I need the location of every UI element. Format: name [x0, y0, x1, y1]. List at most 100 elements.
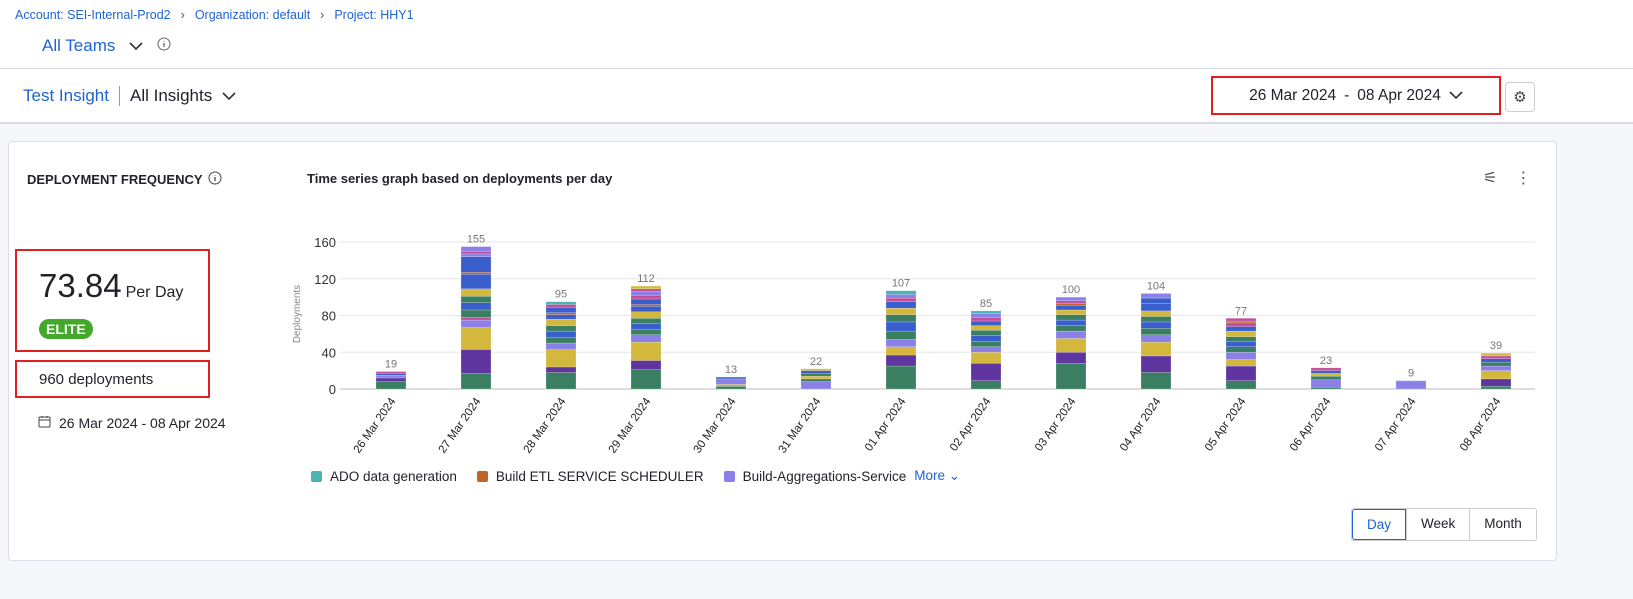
filter-sliders-icon[interactable]: ⚟ [1483, 170, 1498, 187]
bar-segment [1225, 352, 1257, 360]
date-start: 26 Mar 2024 [1249, 86, 1337, 104]
bar-segment [460, 288, 492, 297]
chevron-down-icon[interactable] [222, 86, 236, 106]
y-tick-label: 80 [322, 309, 336, 324]
granularity-day[interactable]: Day [1352, 509, 1407, 540]
date-range-picker[interactable]: 26 Mar 2024 - 08 Apr 2024 [1211, 76, 1501, 115]
bar-segment [1225, 341, 1257, 347]
bar-segment [1310, 379, 1342, 388]
metric-unit: Per Day [125, 284, 184, 301]
bar-segment [1140, 293, 1172, 299]
bar-segment [885, 290, 917, 295]
bar-segment [1140, 297, 1172, 304]
breadcrumb-project[interactable]: Project: HHY1 [334, 8, 414, 22]
divider [0, 68, 1633, 69]
y-axis-label: Deployments [292, 285, 303, 343]
granularity-week[interactable]: Week [1406, 509, 1469, 540]
bar-segment [1140, 303, 1172, 312]
bar-segment [1140, 341, 1172, 357]
bar-segment [460, 246, 492, 252]
bar-segment [630, 311, 662, 319]
data-label: 13 [725, 364, 737, 376]
y-tick-label: 160 [314, 235, 336, 250]
chevron-down-icon [1449, 87, 1463, 105]
bar-segment [1055, 325, 1087, 332]
chevron-down-icon[interactable] [129, 36, 143, 56]
bar-segment [970, 329, 1002, 336]
info-icon[interactable] [208, 171, 222, 188]
bar-segment [970, 335, 1002, 342]
info-icon[interactable] [157, 36, 171, 56]
bar-segment [800, 368, 832, 371]
breadcrumb-account[interactable]: Account: SEI-Internal-Prod2 [15, 8, 171, 22]
bar-segment [970, 352, 1002, 364]
legend-more-button[interactable]: More ⌄ [914, 468, 960, 484]
data-label: 95 [555, 289, 567, 301]
legend-label: Build-Aggregations-Service [742, 468, 907, 484]
data-label: 155 [467, 234, 485, 246]
bar-segment [630, 295, 662, 300]
bar-segment [460, 309, 492, 318]
bar-segment [630, 304, 662, 307]
bar-segment [1140, 321, 1172, 329]
bar-segment [885, 301, 917, 309]
metric-number: 73.84 [39, 267, 122, 304]
bar-segment [800, 373, 832, 377]
y-tick-label: 120 [314, 272, 336, 287]
bar-segment [1140, 328, 1172, 335]
bar-segment [1225, 318, 1257, 322]
data-label: 23 [1320, 355, 1332, 367]
bar-segment [630, 323, 662, 330]
bar-segment [1480, 386, 1512, 390]
team-selector[interactable]: All Teams [42, 36, 171, 56]
bar-segment [970, 313, 1002, 318]
bar-segment [1055, 338, 1087, 353]
bar-segment [630, 369, 662, 390]
insight-selector[interactable]: All Insights [130, 86, 213, 105]
metric-box: 73.84 Per Day ELITE [15, 249, 210, 352]
breadcrumb-organization[interactable]: Organization: default [194, 8, 311, 22]
bar-segment [885, 354, 917, 367]
bar-segment [1055, 300, 1087, 304]
bar-segment [630, 291, 662, 296]
data-label: 104 [1147, 280, 1165, 292]
legend-item[interactable]: Build ETL SERVICE SCHEDULER [476, 469, 704, 484]
legend-item[interactable]: Build-Aggregations-Service [723, 468, 907, 484]
settings-button[interactable]: ⚙ [1505, 82, 1535, 112]
bar-segment [1140, 310, 1172, 317]
bar-segment [375, 375, 407, 379]
bar-segment [970, 325, 1002, 331]
bar-segment [1225, 365, 1257, 381]
bar-segment [375, 371, 407, 374]
metric-value: 73.84 Per Day [39, 267, 183, 305]
date-separator: - [1344, 86, 1350, 104]
x-tick-label: 31 Mar 2024 [777, 395, 824, 455]
bar-segment [1310, 370, 1342, 374]
bar-segment [630, 360, 662, 370]
bar-segment [800, 381, 832, 390]
bar-segment [1480, 370, 1512, 380]
bar-segment [460, 273, 492, 290]
bar-segment [630, 285, 662, 290]
bar-segment [1055, 314, 1087, 321]
bar-segment [885, 346, 917, 356]
more-vertical-icon[interactable]: ⋮ [1515, 170, 1532, 187]
bar-segment [630, 288, 662, 292]
data-label: 22 [810, 356, 822, 368]
legend-item[interactable]: ADO data generation [311, 469, 457, 484]
test-insight-link[interactable]: Test Insight [23, 86, 109, 105]
legend-swatch [476, 470, 488, 482]
bar-segment [1140, 334, 1172, 343]
y-tick-label: 40 [322, 345, 336, 360]
bar-segment [800, 375, 832, 380]
bar-segment [375, 377, 407, 382]
bar-segment [545, 325, 577, 332]
bar-segment [630, 334, 662, 343]
granularity-month[interactable]: Month [1469, 509, 1536, 540]
x-tick-label: 26 Mar 2024 [352, 395, 399, 455]
status-badge: ELITE [39, 319, 93, 339]
bar-segment [545, 349, 577, 368]
bar-segment [1140, 316, 1172, 323]
bar-segment [715, 378, 747, 385]
bar-segment [1055, 305, 1087, 311]
